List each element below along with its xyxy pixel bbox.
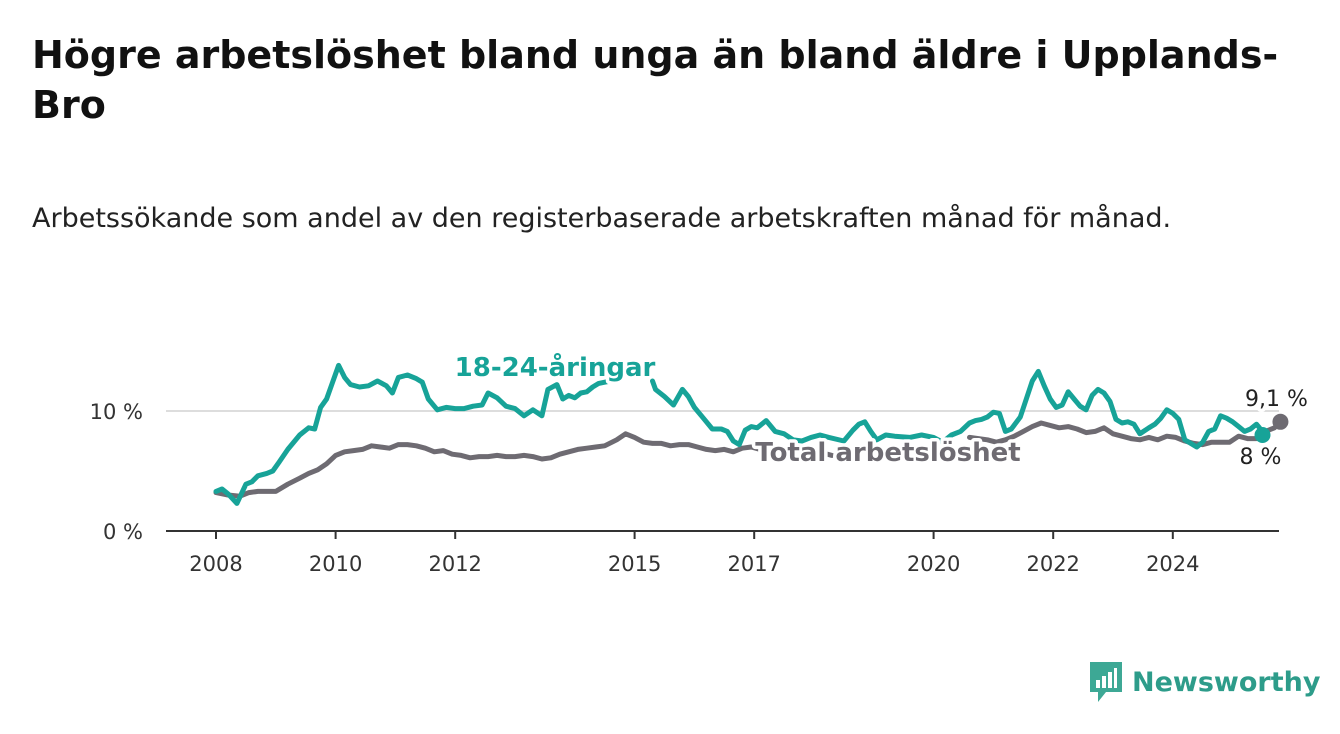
series-line-youth (213, 362, 1265, 506)
bar-chart-icon (1090, 662, 1122, 702)
chart-title: Högre arbetslöshet bland unga än bland ä… (32, 33, 1279, 127)
end-point-total (1272, 413, 1289, 430)
x-tick-label: 2022 (1026, 552, 1079, 576)
axis-layer: 0 % 10 % 2008 2010 2012 2015 2017 2020 2022 2024 (90, 400, 1279, 576)
x-tick-label: 2012 (428, 552, 481, 576)
end-label-total: 9,1 % (1245, 387, 1308, 412)
label-layer: 18-24-åringar Total arbetslöshet 9,1 % 8 % (451, 348, 1311, 474)
x-tick-label: 2015 (608, 552, 661, 576)
x-tick-label: 2010 (309, 552, 362, 576)
newsworthy-logo: Newsworthy (1088, 660, 1320, 704)
series-layer (213, 362, 1289, 506)
y-tick-label: 10 % (90, 400, 143, 424)
x-tick-label: 2017 (727, 552, 780, 576)
y-tick-label: 0 % (103, 520, 143, 544)
x-tick-label: 2024 (1146, 552, 1199, 576)
series-line-total (213, 419, 1283, 499)
x-tick-label: 2020 (907, 552, 960, 576)
chart-subtitle: Arbetssökande som andel av den registerb… (32, 203, 1172, 234)
series-label-youth: 18-24-åringar (455, 351, 656, 383)
x-tick-label: 2008 (189, 552, 242, 576)
logo-text: Newsworthy (1132, 666, 1321, 698)
end-label-youth: 8 % (1240, 445, 1282, 470)
series-label-total: Total arbetslöshet (755, 438, 1020, 468)
end-point-youth (1254, 427, 1271, 443)
